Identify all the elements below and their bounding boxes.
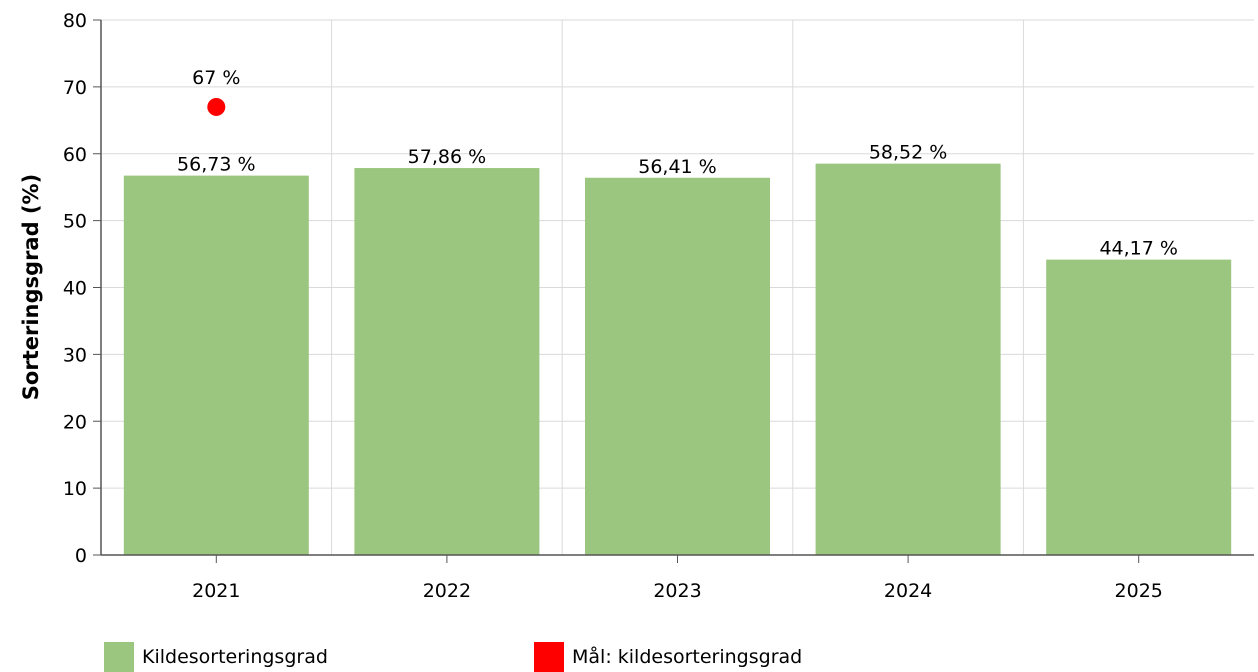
bar-value-label: 56,41 %	[638, 156, 717, 178]
y-tick-label: 40	[63, 278, 87, 300]
bar	[815, 163, 1001, 555]
target-value-label: 67 %	[192, 67, 240, 89]
legend-item-mal[interactable]: Mål: kildesorteringsgrad	[534, 642, 802, 672]
y-tick-label: 30	[63, 344, 87, 366]
bar	[354, 168, 540, 555]
legend-item-kildesorteringsgrad[interactable]: Kildesorteringsgrad	[104, 642, 328, 672]
y-tick-label: 10	[63, 478, 87, 500]
y-axis-title: Sorteringsgrad (%)	[19, 174, 43, 400]
legend-label-kildesorteringsgrad: Kildesorteringsgrad	[142, 646, 328, 668]
bar	[123, 175, 309, 556]
bar-value-label: 56,73 %	[177, 154, 256, 176]
x-tick-label: 2022	[423, 580, 471, 602]
x-tick-label: 2023	[653, 580, 701, 602]
x-tick-label: 2021	[192, 580, 240, 602]
bar	[585, 177, 770, 555]
y-tick-label: 0	[75, 545, 87, 567]
label-layer: 56,73 % 57,86 % 56,41 % 58,52 % 44,17 % 67 %	[177, 67, 1178, 260]
chart-svg: 0 10 20 30 40 50 60 70 80 2021 2022 2023 2024 2025 56…	[19, 10, 1254, 602]
bar-value-label: 58,52 %	[869, 142, 948, 164]
y-tick-label: 80	[63, 10, 87, 32]
y-tick-label: 50	[63, 211, 87, 233]
bar-layer	[123, 97, 1232, 556]
axis-layer: 0 10 20 30 40 50 60 70 80 2021 2022 2023 2024 2025	[63, 10, 1254, 602]
legend-swatch-target	[534, 642, 564, 672]
y-tick-label: 60	[63, 144, 87, 166]
legend-label-mal: Mål: kildesorteringsgrad	[572, 646, 803, 668]
legend: Kildesorteringsgrad Mål: kildesorterings…	[0, 636, 1258, 672]
x-tick-label: 2024	[884, 580, 932, 602]
bar	[1046, 259, 1232, 555]
legend-swatch-bar	[104, 642, 134, 672]
bar-value-label: 57,86 %	[408, 146, 487, 168]
y-tick-label: 20	[63, 411, 87, 433]
x-tick-label: 2025	[1115, 580, 1163, 602]
y-tick-label: 70	[63, 77, 87, 99]
bar-value-label: 44,17 %	[1099, 238, 1178, 260]
target-point	[207, 97, 226, 116]
